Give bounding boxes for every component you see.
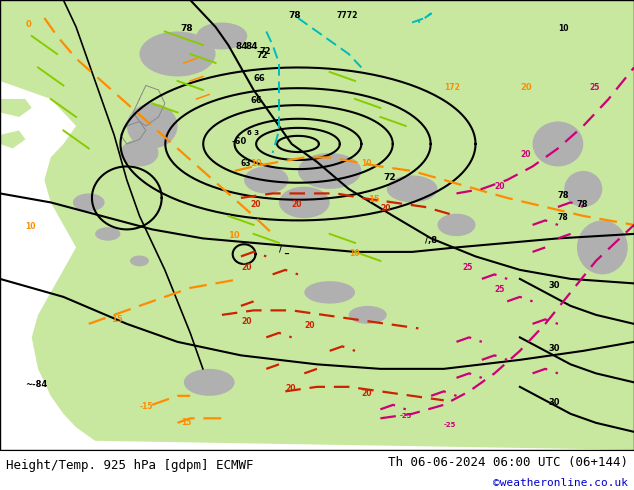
- Text: 10: 10: [558, 24, 569, 33]
- Text: 84: 84: [245, 43, 258, 51]
- Ellipse shape: [564, 171, 602, 207]
- Text: 7772: 7772: [336, 11, 358, 20]
- Text: 72: 72: [384, 173, 396, 182]
- Text: / _: / _: [279, 245, 289, 254]
- Ellipse shape: [349, 306, 387, 324]
- Ellipse shape: [120, 140, 158, 167]
- Text: 20: 20: [495, 182, 505, 191]
- Text: 10: 10: [349, 249, 359, 258]
- Text: 15: 15: [181, 418, 191, 427]
- Ellipse shape: [304, 281, 355, 304]
- Text: 0: 0: [25, 20, 31, 29]
- Text: 72: 72: [257, 51, 268, 60]
- Ellipse shape: [437, 214, 476, 236]
- Text: 20: 20: [292, 200, 302, 209]
- Ellipse shape: [139, 31, 216, 76]
- Text: 20: 20: [241, 317, 252, 326]
- Text: -60: -60: [231, 137, 247, 146]
- Text: 25: 25: [463, 263, 473, 272]
- Ellipse shape: [244, 167, 288, 194]
- Text: 20: 20: [380, 204, 391, 214]
- Text: 84: 84: [236, 43, 249, 51]
- Text: 10: 10: [250, 159, 262, 169]
- Text: 78: 78: [558, 191, 569, 200]
- Polygon shape: [0, 0, 63, 45]
- Text: 10: 10: [228, 231, 240, 241]
- Text: 25: 25: [590, 83, 600, 92]
- Ellipse shape: [298, 153, 361, 189]
- Text: Th 06-06-2024 06:00 UTC (06+144): Th 06-06-2024 06:00 UTC (06+144): [387, 456, 628, 469]
- Ellipse shape: [130, 255, 149, 266]
- Text: -25: -25: [399, 414, 412, 419]
- Text: 20: 20: [250, 200, 261, 209]
- Ellipse shape: [197, 23, 247, 49]
- Text: -15: -15: [139, 402, 153, 411]
- Text: Height/Temp. 925 hPa [gdpm] ECMWF: Height/Temp. 925 hPa [gdpm] ECMWF: [6, 459, 254, 471]
- Text: 66: 66: [254, 74, 266, 83]
- Ellipse shape: [127, 103, 178, 148]
- Text: ©weatheronline.co.uk: ©weatheronline.co.uk: [493, 478, 628, 488]
- Ellipse shape: [533, 122, 583, 167]
- Text: 15: 15: [111, 315, 123, 323]
- Text: 20: 20: [304, 321, 315, 330]
- Polygon shape: [0, 99, 32, 117]
- Text: /,8: /,8: [425, 236, 437, 245]
- Text: 63: 63: [241, 159, 252, 169]
- Polygon shape: [0, 0, 32, 81]
- Text: 78: 78: [181, 24, 193, 33]
- Text: 78: 78: [288, 11, 301, 20]
- Text: 78: 78: [558, 214, 569, 222]
- Text: 30: 30: [548, 281, 560, 290]
- Polygon shape: [0, 0, 634, 450]
- Text: 172: 172: [444, 83, 460, 92]
- Ellipse shape: [279, 187, 330, 218]
- Text: 72: 72: [260, 47, 271, 56]
- Text: 25: 25: [495, 285, 505, 294]
- Ellipse shape: [184, 369, 235, 396]
- Ellipse shape: [95, 227, 120, 241]
- Text: 78: 78: [577, 200, 588, 209]
- Ellipse shape: [73, 194, 105, 211]
- Polygon shape: [0, 130, 25, 148]
- Text: 20: 20: [361, 389, 372, 398]
- Text: 15: 15: [368, 196, 380, 204]
- Text: 30: 30: [548, 398, 560, 407]
- Text: 6 3: 6 3: [247, 130, 259, 136]
- Ellipse shape: [577, 220, 628, 274]
- Text: -25: -25: [444, 422, 456, 428]
- Text: 20: 20: [241, 263, 252, 272]
- Text: ~-84: ~-84: [25, 380, 48, 389]
- Text: 30: 30: [548, 344, 560, 353]
- Text: 20: 20: [520, 150, 531, 159]
- Ellipse shape: [387, 175, 437, 202]
- Text: 66: 66: [250, 97, 262, 105]
- Text: 10: 10: [25, 222, 36, 231]
- Text: 20: 20: [285, 384, 296, 393]
- Text: 10: 10: [361, 159, 372, 169]
- Text: 20: 20: [520, 83, 531, 92]
